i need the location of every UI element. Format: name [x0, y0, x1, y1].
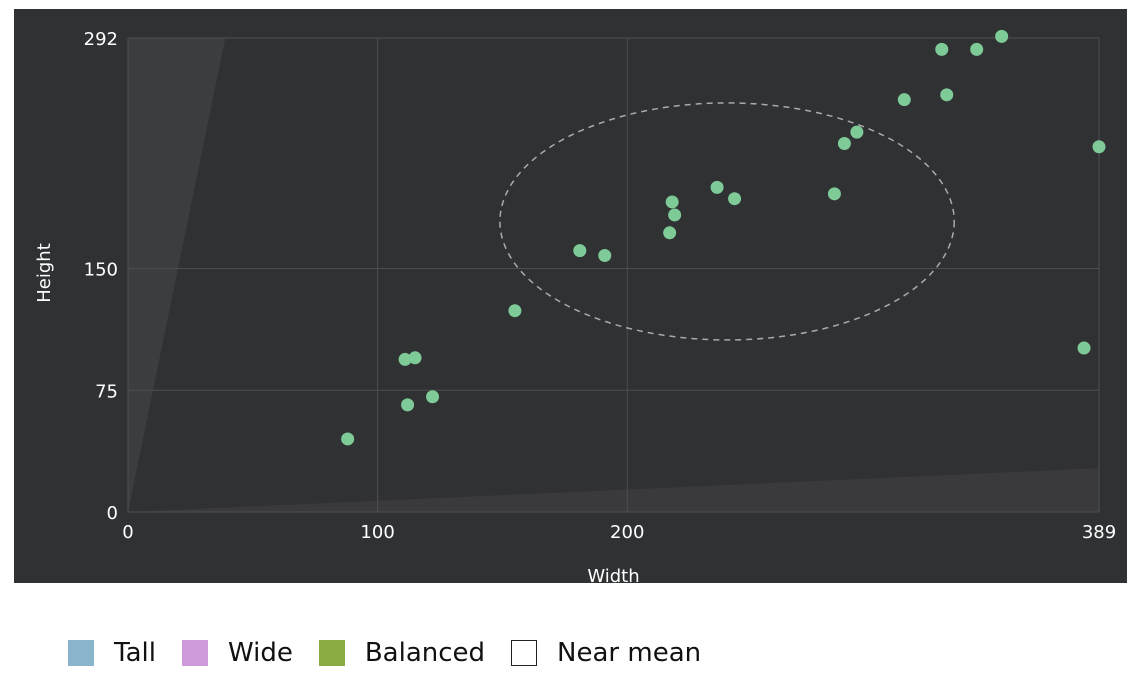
legend-item: Wide	[181, 638, 293, 668]
legend-item: Tall	[68, 638, 156, 668]
data-point	[897, 93, 911, 107]
data-point	[940, 88, 954, 102]
data-point	[710, 180, 724, 194]
data-point	[995, 29, 1009, 43]
legend-label: Near mean	[557, 638, 702, 668]
x-axis-title: Width	[587, 566, 639, 583]
x-tick-label: 0	[122, 522, 133, 543]
scatter-chart: 0 100 200 389 0 75 150 292 Width Height	[34, 29, 1117, 583]
mean-ellipse-layer	[499, 102, 955, 341]
y-tick-label: 150	[84, 260, 118, 281]
legend-swatch	[511, 640, 538, 666]
data-point	[1077, 341, 1091, 355]
x-tick-label: 389	[1082, 522, 1116, 543]
data-point	[970, 42, 984, 56]
points-layer	[341, 29, 1106, 446]
regions-layer	[128, 38, 1099, 512]
y-axis-title: Height	[34, 243, 55, 303]
mean-ellipse	[499, 102, 955, 341]
y-tick-label: 292	[84, 29, 118, 50]
data-point	[935, 42, 949, 56]
data-point	[663, 226, 677, 240]
data-point	[341, 432, 355, 446]
data-point	[426, 390, 440, 404]
legend: Tall Wide Balanced Near mean	[68, 636, 727, 670]
legend-item: Near mean	[511, 638, 701, 668]
legend-swatch	[181, 640, 208, 666]
data-point	[508, 304, 522, 318]
ticks-layer: 0 100 200 389 0 75 150 292	[84, 29, 1117, 543]
data-point	[401, 398, 415, 412]
data-point	[1092, 140, 1106, 154]
legend-label: Wide	[227, 638, 293, 668]
data-point	[398, 352, 412, 366]
data-point	[728, 192, 742, 206]
data-point	[665, 195, 679, 209]
legend-swatch	[68, 640, 94, 666]
data-point	[827, 187, 841, 201]
y-tick-label: 75	[95, 381, 118, 402]
x-tick-label: 100	[360, 522, 394, 543]
legend-item: Balanced	[318, 638, 486, 668]
wide-region	[128, 468, 1099, 512]
data-point	[668, 208, 682, 222]
data-point	[598, 249, 612, 263]
legend-label: Tall	[114, 638, 156, 668]
x-tick-label: 200	[610, 522, 644, 543]
legend-swatch	[318, 640, 345, 666]
data-point	[850, 125, 864, 139]
data-point	[408, 351, 422, 365]
chart-panel: 0 100 200 389 0 75 150 292 Width Height	[14, 9, 1127, 583]
y-tick-label: 0	[107, 503, 118, 524]
data-point	[837, 137, 851, 151]
grid-layer	[127, 37, 1100, 513]
data-point	[573, 244, 587, 258]
legend-label: Balanced	[364, 638, 486, 668]
tall-region	[128, 38, 226, 512]
